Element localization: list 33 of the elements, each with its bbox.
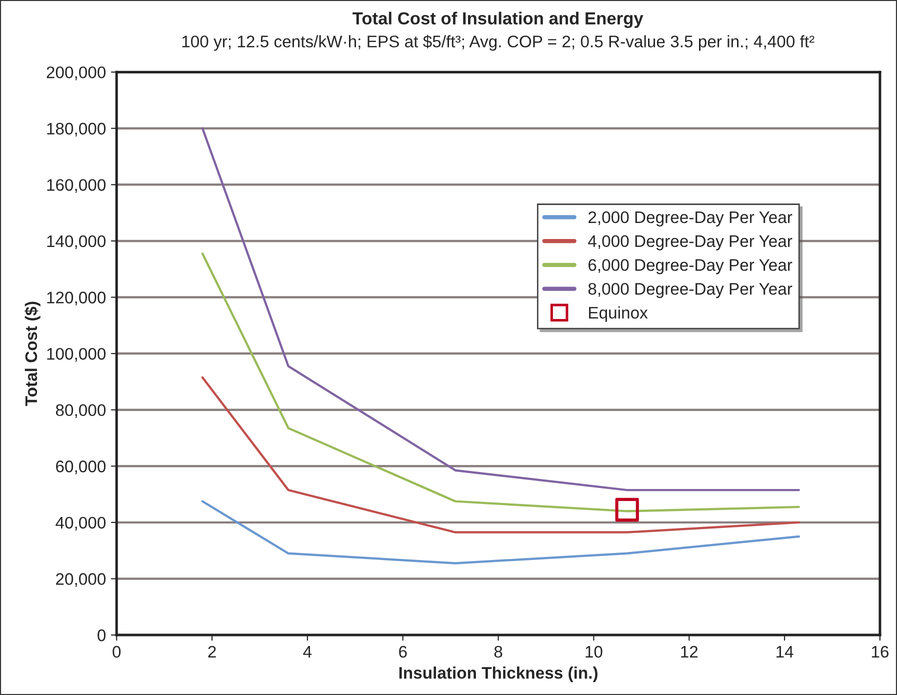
x-axis-title: Insulation Thickness (in.): [399, 666, 598, 682]
x-tick-label: 0: [112, 646, 121, 658]
y-tick-label: 160,000: [47, 179, 106, 193]
x-tick-label: 2: [208, 646, 216, 658]
x-tick-label: 4: [303, 646, 312, 658]
x-tick-label: 6: [399, 646, 407, 658]
legend-label: 6,000 Degree-Day Per Year: [588, 259, 792, 274]
line-series: [201, 127, 800, 492]
legend-label: 2,000 Degree-Day Per Year: [588, 211, 792, 226]
x-tick-label: 8: [494, 646, 502, 658]
y-tick-label: 80,000: [56, 404, 106, 418]
y-tick-label: 40,000: [56, 516, 106, 531]
y-tick-label: 20,000: [56, 573, 106, 587]
y-tick-label: 200,000: [46, 66, 106, 80]
y-tick-label: 0: [98, 629, 106, 642]
x-tick-label: 12: [681, 646, 698, 658]
legend-label: Equinox: [589, 306, 648, 322]
y-tick-label: 100,000: [47, 348, 106, 362]
x-tick-label: 14: [776, 646, 794, 658]
y-tick-label: 140,000: [47, 235, 106, 250]
line-series: [201, 252, 800, 512]
y-tick-label: 120,000: [47, 292, 106, 306]
y-tick-label: 60,000: [56, 460, 106, 474]
y-axis-title: Total Cost ($): [24, 302, 40, 406]
x-tick-label: 16: [872, 646, 888, 658]
legend-label: 8,000 Degree-Day Per Year: [588, 282, 792, 298]
legend-label: 4,000 Degree-Day Per Year: [588, 235, 792, 250]
chart-title: Total Cost of Insulation and Energy: [352, 12, 644, 28]
line-series: [201, 500, 800, 564]
x-tick-label: 10: [586, 646, 602, 658]
line-series: [201, 376, 800, 534]
chart-subtitle: 100 yr; 12.5 cents/kW·h; EPS at $5/ft³; Avg. COP = 2; 0.5 R-value 3.5 per in.; 4,400 ft²: [182, 34, 814, 51]
y-tick-label: 180,000: [47, 122, 106, 137]
